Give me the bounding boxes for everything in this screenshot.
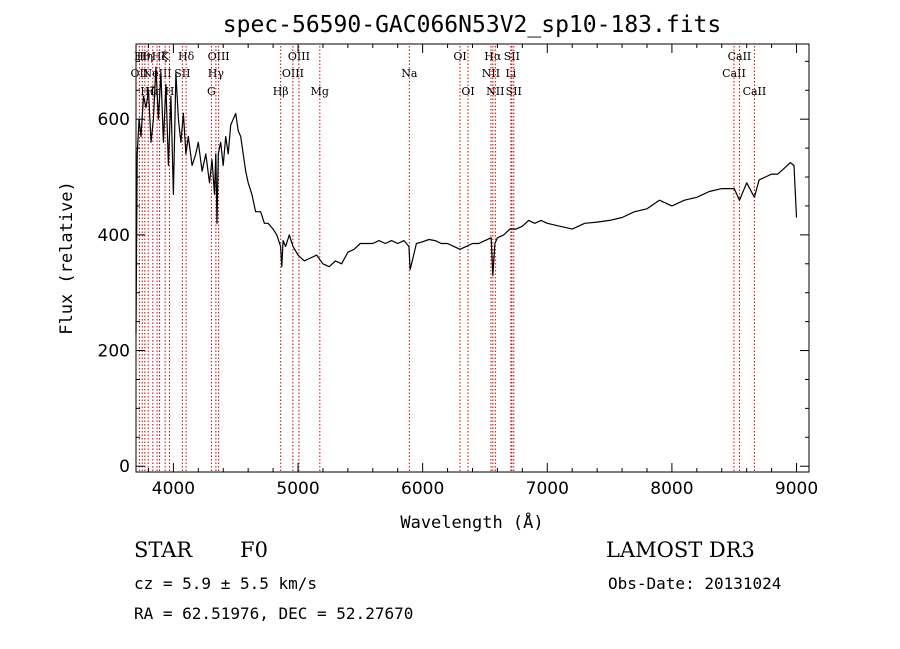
emission-line-label-14: Hβ	[273, 85, 289, 98]
axis-ticks: 4000 5000 6000 7000 8000 9000 0 200 400 600	[98, 44, 818, 499]
y-tick-label-0: 0	[119, 457, 130, 477]
survey-name: LAMOST DR3	[606, 538, 755, 562]
emission-line-label-26: SII	[506, 85, 522, 98]
emission-line-label-24: Li	[505, 67, 516, 80]
emission-line-label-5: NeIII	[142, 67, 171, 80]
emission-line-label-17: Mg	[311, 85, 329, 98]
y-axis-label: Flux (relative)	[57, 181, 77, 335]
y-tick-label-3: 600	[98, 110, 130, 130]
emission-line-label-1: Hθ	[134, 50, 151, 63]
spectrum-series	[135, 66, 798, 334]
plot-frame	[135, 43, 810, 473]
emission-line-label-11: G	[207, 85, 216, 98]
emission-line-label-19: OI	[453, 50, 466, 63]
object-class: STAR	[134, 538, 193, 562]
emission-line-label-0: OII	[131, 67, 149, 80]
emission-line-label-8: H	[165, 85, 175, 98]
chart-title: spec-56590-GAC066N53V2_sp10-183.fits	[223, 12, 722, 38]
redshift-value: cz = 5.9 ± 5.5 km/s	[134, 574, 318, 593]
emission-line-markers: OIIHθHηHζHεNeIIIHζKHSIIHδGHγOIIIHβOIIIOI…	[131, 46, 767, 472]
emission-line-label-21: NII	[482, 67, 500, 80]
emission-line-label-7: K	[161, 50, 170, 63]
emission-line-label-27: CaII	[722, 67, 746, 80]
emission-line-label-2: Hη	[137, 50, 153, 63]
emission-line-label-22: Hα	[484, 50, 502, 63]
emission-line-label-13: OIII	[208, 50, 230, 63]
emission-line-label-15: OIII	[282, 67, 304, 80]
emission-line-label-16: OIII	[288, 50, 310, 63]
x-tick-label-4: 8000	[650, 479, 693, 499]
object-subclass: F0	[240, 538, 268, 562]
x-tick-label-0: 4000	[152, 479, 195, 499]
x-tick-label-1: 5000	[276, 479, 319, 499]
spectrum-line-0	[135, 66, 798, 334]
emission-line-label-6: Hζ	[152, 50, 168, 63]
observation-date: Obs-Date: 20131024	[608, 574, 782, 593]
emission-line-label-25: SII	[504, 50, 520, 63]
x-axis-label: Wavelength (Å)	[400, 511, 543, 533]
emission-line-label-12: Hγ	[208, 67, 225, 80]
x-tick-label-5: 9000	[775, 479, 818, 499]
emission-line-label-29: CaII	[743, 85, 767, 98]
y-tick-label-2: 400	[98, 226, 130, 246]
x-tick-label-3: 7000	[526, 479, 569, 499]
emission-line-label-9: SII	[174, 67, 190, 80]
emission-line-label-20: OI	[461, 85, 474, 98]
emission-line-label-10: Hδ	[178, 50, 195, 63]
x-tick-label-2: 6000	[401, 479, 444, 499]
y-tick-label-1: 200	[98, 342, 130, 362]
coordinates: RA = 62.51976, DEC = 52.27670	[134, 604, 414, 623]
emission-line-label-23: NII	[486, 85, 504, 98]
emission-line-label-28: CaII	[728, 50, 752, 63]
emission-line-label-18: Na	[401, 67, 418, 80]
